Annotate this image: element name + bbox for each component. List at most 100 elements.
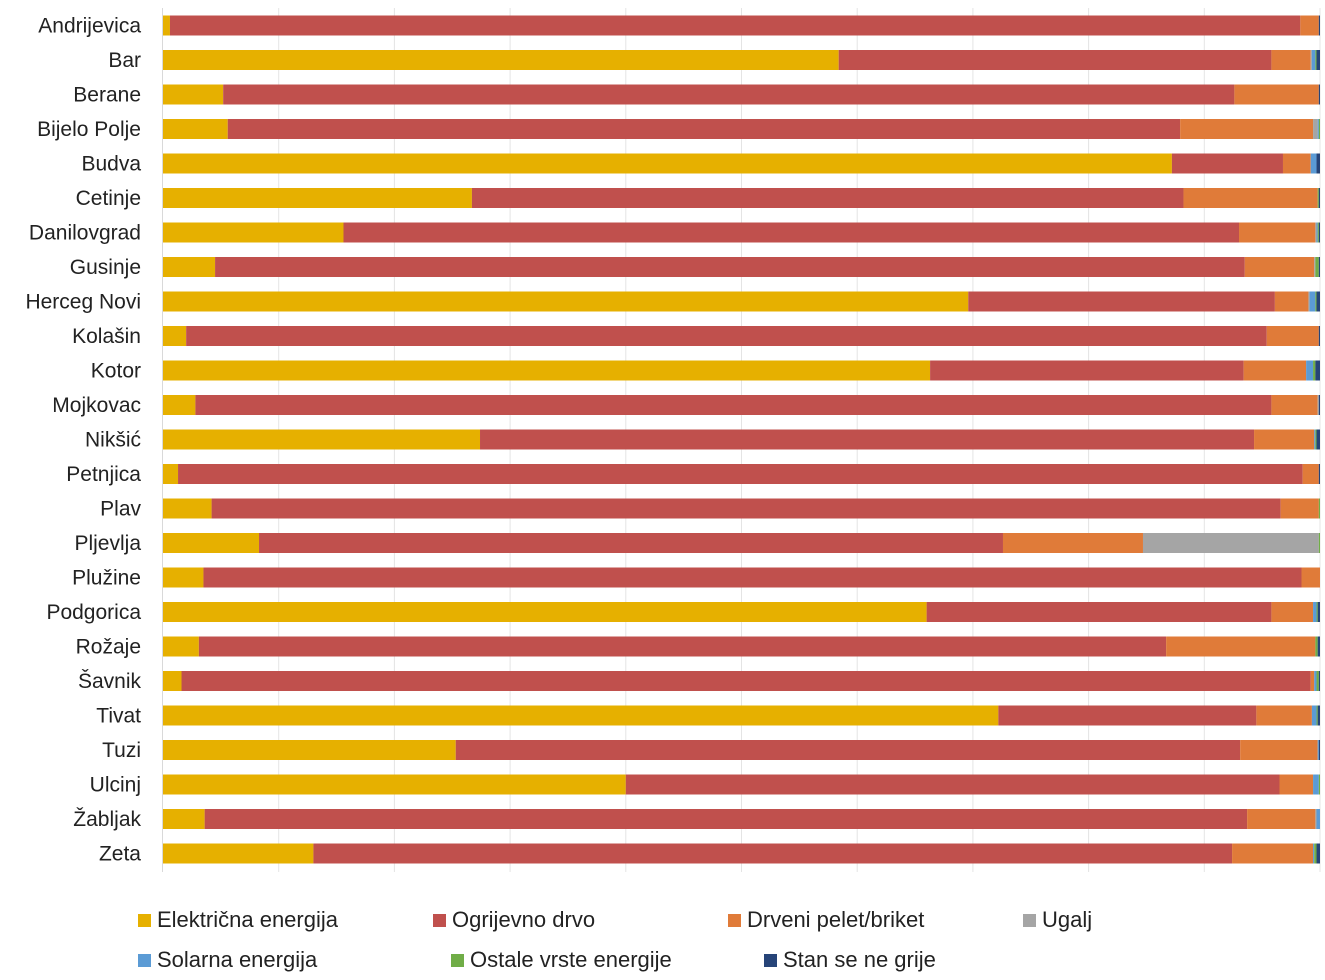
legend-label: Ugalj <box>1042 907 1093 932</box>
legend-swatch <box>1023 913 1036 927</box>
bar-segment <box>1280 498 1319 519</box>
bar-groups <box>163 15 1320 864</box>
bar-segment <box>163 774 626 795</box>
bar-segment <box>1318 326 1320 346</box>
bar-segment <box>1317 636 1320 657</box>
legend-item-stan-se-ne-grije: Stan se ne grije <box>764 947 1077 973</box>
bar-segment <box>163 671 182 691</box>
bar-segment <box>1318 671 1320 691</box>
legend-row: Električna energija Ogrijevno drvo Drven… <box>138 900 1318 940</box>
legend-item-ugalj: Ugalj <box>1023 907 1318 933</box>
bar-segment <box>163 15 170 36</box>
bar-segment <box>163 257 216 277</box>
bar-segment <box>1313 774 1319 795</box>
bar-segment <box>1316 291 1320 312</box>
category-label: Berane <box>73 84 141 107</box>
legend-label: Drveni pelet/briket <box>747 907 925 932</box>
bar-segment <box>1318 188 1320 208</box>
bar-segment <box>1311 705 1317 726</box>
bar-segment <box>163 429 481 450</box>
legend-item-elektricna-energija: Električna energija <box>138 907 433 933</box>
bar-segment <box>1316 843 1320 864</box>
bar-row <box>163 395 1320 415</box>
bar-segment <box>211 498 1281 519</box>
category-label: Zeta <box>99 843 141 866</box>
bar-segment <box>1317 188 1319 208</box>
category-label: Gusinje <box>70 256 141 279</box>
bar-segment <box>1315 360 1320 381</box>
bar-segment <box>163 326 187 346</box>
category-label: Žabljak <box>73 808 141 831</box>
bar-segment <box>215 257 1245 277</box>
bar-segment <box>163 636 199 657</box>
bar-segment <box>163 188 472 208</box>
category-labels: Andrijevica Bar Berane Bijelo Polje Budva Cet… <box>25 15 141 866</box>
category-label: Ulcinj <box>90 774 141 797</box>
bar-segment <box>178 464 1303 484</box>
bar-segment <box>343 222 1240 243</box>
bar-segment <box>163 291 969 312</box>
bar-segment <box>163 360 931 381</box>
bar-row <box>163 498 1320 519</box>
bar-segment <box>1311 50 1316 70</box>
legend-swatch <box>764 953 777 967</box>
bar-row <box>163 291 1320 312</box>
legend-item-solarna-energija: Solarna energija <box>138 947 451 973</box>
bar-segment <box>625 774 1280 795</box>
bar-row <box>163 188 1320 208</box>
bar-segment <box>195 395 1272 415</box>
bar-row <box>163 15 1320 36</box>
bar-segment <box>1271 602 1314 622</box>
bar-segment <box>1234 84 1319 105</box>
legend-item-drveni-pelet-briket: Drveni pelet/briket <box>728 907 1023 933</box>
bar-row <box>163 809 1320 829</box>
category-label: Andrijevica <box>38 15 141 38</box>
bar-segment <box>1166 636 1316 657</box>
bar-segment <box>1243 360 1307 381</box>
bar-segment <box>1315 222 1317 243</box>
bar-segment <box>455 740 1241 760</box>
bar-segment <box>1315 257 1319 277</box>
bar-segment <box>1142 533 1319 553</box>
bar-segment <box>1315 636 1318 657</box>
bar-segment <box>163 84 224 105</box>
category-label: Šavnik <box>78 670 142 693</box>
category-label: Plužine <box>72 567 141 590</box>
legend-label: Ogrijevno drvo <box>452 907 596 932</box>
bar-row <box>163 636 1320 657</box>
bar-segment <box>203 567 1302 588</box>
bar-segment <box>163 843 314 864</box>
bar-row <box>163 360 1320 381</box>
bar-segment <box>1317 705 1320 726</box>
category-label: Kolašin <box>72 325 141 348</box>
bar-segment <box>1317 222 1319 243</box>
bar-segment <box>1316 671 1319 691</box>
category-label: Mojkovac <box>52 394 141 417</box>
bar-segment <box>163 222 344 243</box>
bar-segment <box>1318 533 1320 553</box>
bar-segment <box>186 326 1267 346</box>
bar-segment <box>1282 153 1311 174</box>
bar-segment <box>163 498 212 519</box>
category-label: Bar <box>108 49 141 72</box>
stacked-bar-chart: Andrijevica Bar Berane Bijelo Polje Budva Cet… <box>25 8 1321 872</box>
bar-segment <box>1171 153 1283 174</box>
bar-segment <box>163 740 456 760</box>
bar-segment <box>1313 119 1318 139</box>
bar-row <box>163 705 1320 726</box>
bar-segment <box>1316 809 1320 829</box>
bar-segment <box>1314 429 1316 450</box>
bar-segment <box>163 705 999 726</box>
legend-swatch <box>451 953 464 967</box>
bar-segment <box>1247 809 1316 829</box>
bar-segment <box>1313 360 1316 381</box>
bar-segment <box>163 533 260 553</box>
bar-segment <box>471 188 1184 208</box>
bar-segment <box>1317 395 1319 415</box>
bar-row <box>163 843 1320 864</box>
bar-segment <box>1310 153 1317 174</box>
bar-segment <box>198 636 1167 657</box>
bar-segment <box>163 602 927 622</box>
bar-row <box>163 602 1320 622</box>
category-label: Tivat <box>96 705 141 728</box>
